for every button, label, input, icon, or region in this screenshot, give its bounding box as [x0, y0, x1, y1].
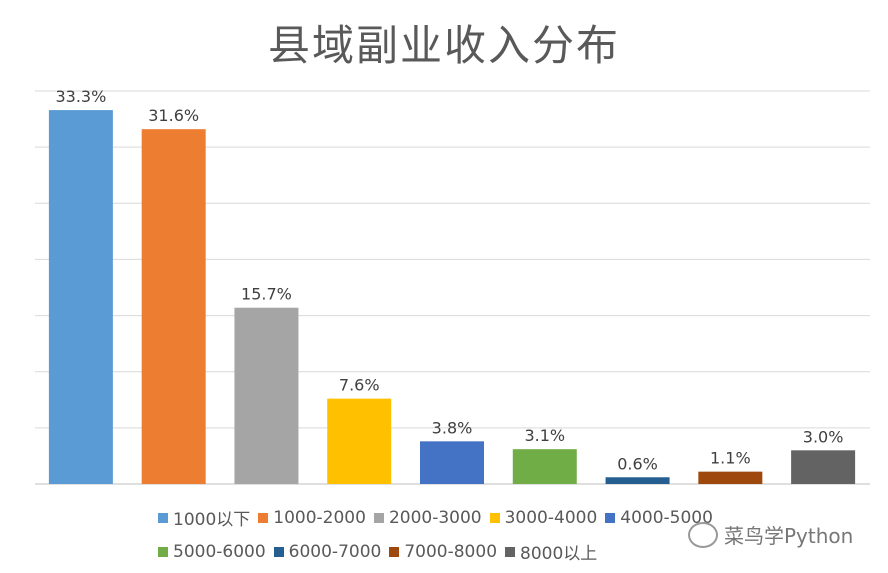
watermark-text: 菜鸟学Python — [724, 524, 854, 548]
legend-row-2: 5000-6000 6000-7000 7000-8000 8000以上 — [158, 539, 597, 564]
data-label: 3.1% — [524, 426, 565, 445]
legend-item: 1000-2000 — [258, 505, 366, 530]
legend-label: 6000-7000 — [288, 541, 382, 562]
data-label: 33.3% — [55, 87, 106, 106]
data-label: 15.7% — [241, 285, 292, 304]
bar-3000-4000 — [327, 398, 392, 484]
legend-label: 1000-2000 — [273, 507, 366, 528]
bar-7000-8000 — [698, 471, 763, 484]
legend-label: 1000以下 — [173, 510, 251, 530]
legend-swatch — [158, 546, 168, 557]
legend-item: 4000-5000 — [605, 505, 713, 530]
legend-item: 8000以上 — [505, 539, 597, 564]
legend-row-1: 1000以下 1000-2000 2000-3000 3000-4000 4000-50… — [158, 505, 713, 530]
legend-item: 6000-7000 — [273, 539, 382, 564]
legend-label: 7000-8000 — [404, 541, 498, 562]
legend-item: 3000-4000 — [489, 505, 598, 530]
data-label: 0.6% — [617, 454, 658, 473]
bar-1000-2000 — [141, 129, 206, 485]
legend-swatch — [389, 546, 400, 557]
data-label: 31.6% — [148, 106, 199, 125]
legend-swatch — [489, 512, 500, 523]
legend-item: 5000-6000 — [158, 539, 266, 564]
data-label: 1.1% — [710, 449, 751, 468]
chart-title: 县域副业收入分布 — [267, 21, 620, 70]
data-label: 3.8% — [432, 418, 473, 437]
data-label: 3.0% — [803, 427, 844, 446]
legend-swatch — [505, 546, 516, 557]
legend-label: 4000-5000 — [620, 507, 713, 528]
legend-label: 2000-3000 — [388, 507, 482, 528]
bar-1000以下 — [48, 110, 113, 485]
legend-swatch — [273, 546, 284, 557]
legend-item: 2000-3000 — [373, 505, 482, 530]
bar-5000-6000 — [512, 449, 577, 484]
legend-swatch — [258, 512, 269, 523]
watermark: 菜鸟学Python — [688, 520, 853, 549]
legend-swatch — [605, 512, 616, 523]
wechat-icon — [688, 521, 718, 548]
legend-label: 8000以上 — [520, 544, 598, 564]
legend-label: 5000-6000 — [173, 541, 266, 562]
bar-4000-5000 — [420, 441, 484, 484]
legend-item: 7000-8000 — [389, 539, 497, 564]
legend-label: 3000-4000 — [504, 507, 598, 528]
bar-8000以上 — [791, 450, 856, 484]
legend-item: 1000以下 — [158, 505, 250, 530]
data-label: 7.6% — [339, 376, 380, 395]
legend-swatch — [373, 512, 384, 523]
bar-6000-7000 — [605, 477, 670, 484]
bar-2000-3000 — [234, 307, 299, 484]
legend-swatch — [158, 512, 168, 523]
